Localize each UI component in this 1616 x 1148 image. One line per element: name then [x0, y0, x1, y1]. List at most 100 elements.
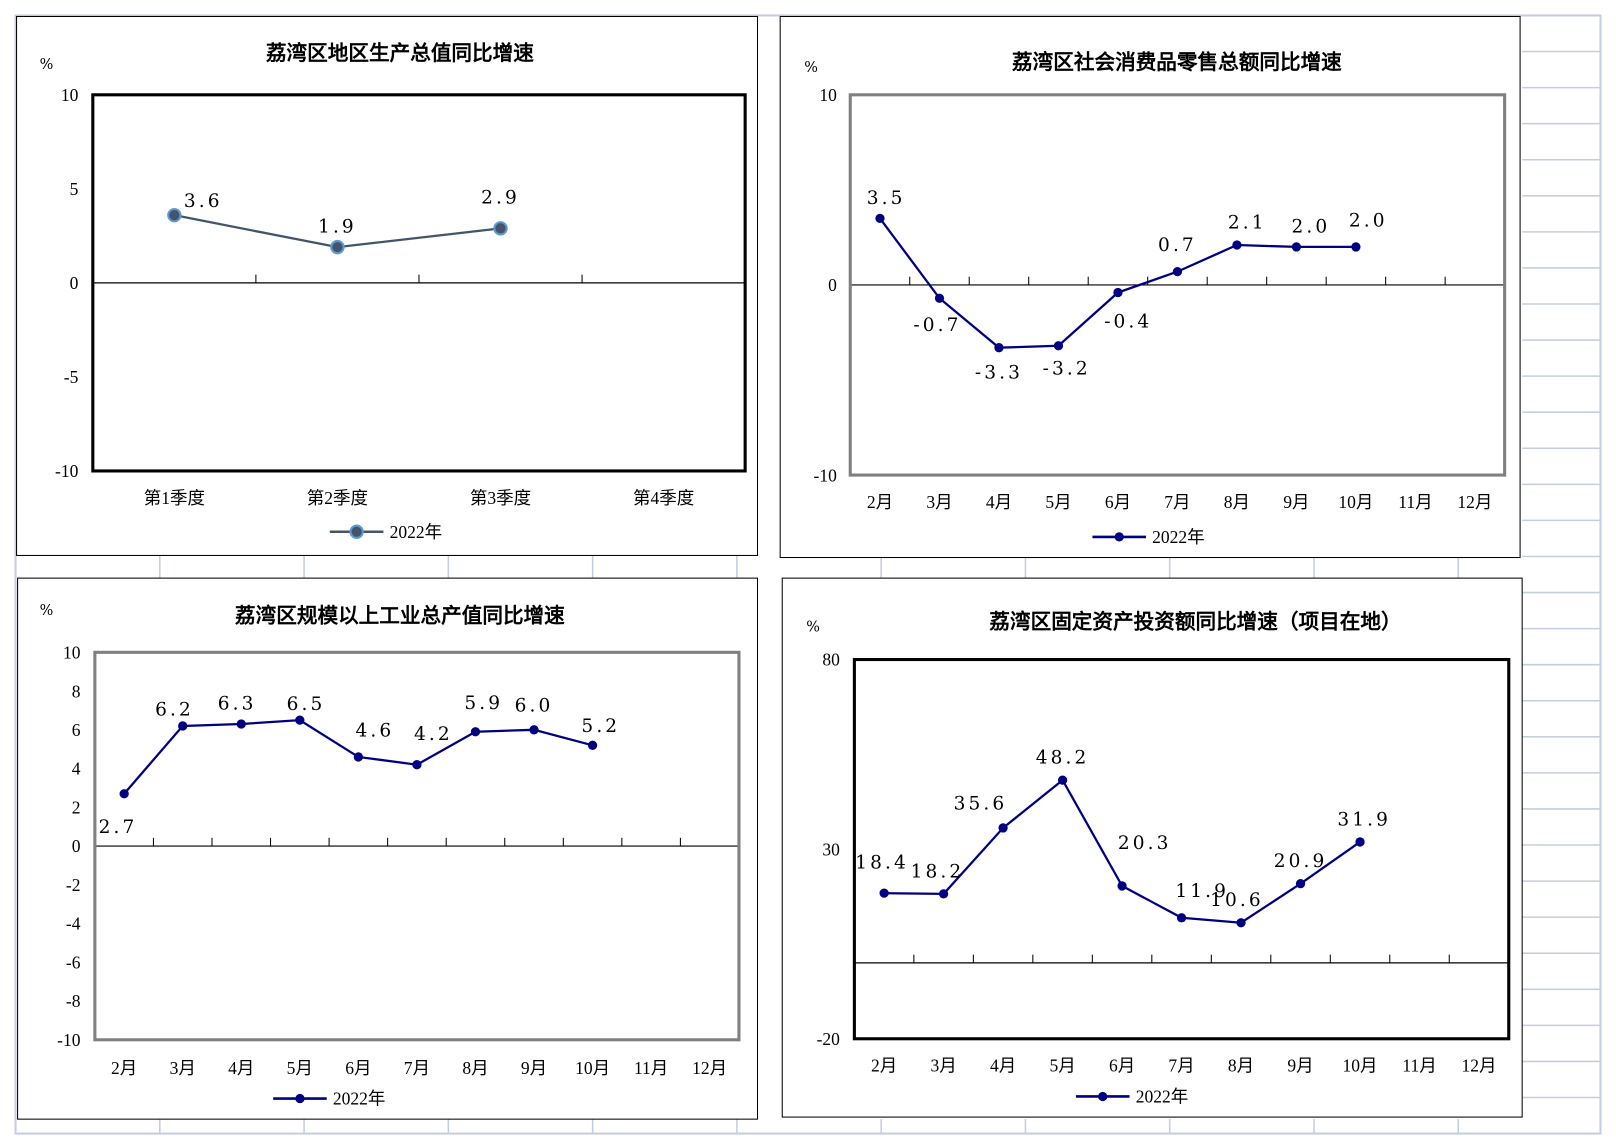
x-category-label: 4月	[986, 492, 1012, 512]
data-label: 5.2	[581, 716, 620, 737]
data-label: 6.5	[287, 694, 326, 715]
y-tick-label: -8	[66, 991, 81, 1011]
data-point	[994, 343, 1004, 353]
x-category-label: 12月	[1457, 492, 1492, 512]
data-point	[1291, 242, 1302, 252]
data-label: 18.2	[911, 861, 965, 882]
y-tick-label: 10	[61, 85, 79, 105]
chart-2: 荔湾区社会消费品零售总额同比增速%10 0 -10 2月 3月 4月 5月 6月 7月 8月 9月 1…	[779, 15, 1521, 559]
y-tick-label: -20	[817, 1029, 841, 1049]
x-category-label: 10月	[575, 1058, 610, 1078]
chart-frame	[781, 577, 1523, 1118]
x-category-label: 3月	[930, 1056, 956, 1076]
data-label: 3.5	[867, 188, 906, 209]
legend-label: 2022年	[1152, 527, 1205, 547]
x-category-label: 5月	[1045, 492, 1071, 512]
x-category-label: 5月	[287, 1058, 313, 1078]
data-point	[178, 721, 188, 731]
chart-title: 荔湾区固定资产投资额同比增速（项目在地）	[989, 610, 1401, 634]
data-point	[938, 889, 949, 899]
plot-area	[852, 657, 1511, 1041]
y-tick-label: -10	[814, 465, 838, 485]
data-label: 6.2	[155, 700, 194, 721]
data-point	[1236, 918, 1246, 928]
data-point	[1113, 287, 1123, 298]
data-point	[587, 740, 598, 750]
y-tick-label: -2	[66, 875, 81, 895]
x-category-label: 9月	[1283, 492, 1309, 512]
x-category-label: 10月	[1338, 492, 1373, 512]
data-point	[1176, 913, 1187, 923]
data-point	[875, 213, 885, 224]
chart-title: 荔湾区地区生产总值同比增速	[266, 41, 534, 65]
x-category-label: 第2季度	[307, 488, 368, 508]
x-category-label: 11月	[634, 1058, 668, 1078]
y-tick-label: -6	[66, 952, 81, 972]
data-point	[493, 221, 508, 236]
plot-area	[848, 93, 1507, 477]
data-point	[1172, 266, 1183, 277]
x-category-label: 12月	[692, 1058, 727, 1078]
y-tick-label: 0	[70, 273, 79, 293]
plot-area	[93, 650, 741, 1042]
x-category-label: 10月	[1343, 1056, 1378, 1076]
chart-title: 荔湾区规模以上工业总产值同比增速	[235, 603, 565, 627]
data-label: 10.6	[1210, 890, 1264, 911]
data-label: -3.2	[1043, 359, 1091, 380]
y-tick-label: 30	[822, 839, 840, 859]
data-label: 48.2	[1036, 748, 1090, 769]
y-tick-label: 80	[822, 650, 840, 670]
y-axis-unit: %	[40, 57, 54, 73]
y-tick-label: 0	[828, 275, 837, 295]
x-category-label: 第4季度	[633, 488, 694, 508]
x-category-label: 11月	[1398, 492, 1432, 512]
x-category-label: 9月	[1287, 1056, 1313, 1076]
x-category-label: 3月	[170, 1058, 196, 1078]
legend-marker	[295, 1093, 305, 1104]
x-category-label: 7月	[1168, 1056, 1194, 1076]
data-point	[295, 715, 305, 725]
data-point	[1117, 881, 1127, 891]
data-label: 31.9	[1337, 809, 1391, 830]
data-label: 6.3	[218, 694, 257, 715]
data-point	[1053, 341, 1064, 351]
data-point	[330, 239, 345, 255]
legend-marker	[1098, 1091, 1108, 1102]
y-tick-label: 2	[72, 797, 81, 817]
data-label: 2.9	[481, 188, 520, 209]
legend-label: 2022年	[1136, 1087, 1189, 1107]
x-category-label: 8月	[462, 1058, 488, 1078]
x-category-label: 3月	[926, 492, 952, 512]
y-tick-label: 4	[72, 759, 81, 779]
y-tick-label: 10	[819, 85, 837, 105]
plot-area	[91, 93, 747, 473]
legend-label: 2022年	[333, 1089, 386, 1109]
y-axis-unit: %	[40, 603, 54, 619]
grid-border	[14, 14, 1602, 1135]
y-tick-label: 0	[72, 836, 81, 856]
data-label: 6.0	[515, 695, 554, 716]
y-axis-unit: %	[804, 60, 818, 76]
data-point	[1295, 879, 1306, 889]
legend-marker	[349, 524, 364, 539]
chart-title: 荔湾区社会消费品零售总额同比增速	[1012, 50, 1342, 74]
data-point	[1351, 242, 1361, 252]
data-label: 0.7	[1158, 235, 1197, 256]
y-tick-label: -10	[57, 1030, 81, 1050]
y-axis-unit: %	[806, 620, 820, 636]
chart-frame	[779, 15, 1521, 559]
x-category-label: 7月	[1164, 492, 1190, 512]
x-category-label: 6月	[1105, 492, 1131, 512]
x-category-label: 8月	[1224, 492, 1250, 512]
data-label: 11.9	[1175, 881, 1229, 902]
chart-4: 荔湾区固定资产投资额同比增速（项目在地）%80 30 -20 2月 3月 4月 5月 6月 7月…	[781, 577, 1523, 1118]
data-label: 1.9	[318, 217, 357, 238]
y-tick-label: -10	[55, 461, 79, 481]
y-tick-label: 10	[63, 643, 81, 663]
y-tick-label: 8	[72, 681, 81, 701]
data-point	[1232, 240, 1242, 250]
data-label: 35.6	[954, 793, 1008, 814]
data-label: 2.0	[1349, 210, 1388, 231]
legend-marker	[1114, 532, 1124, 542]
